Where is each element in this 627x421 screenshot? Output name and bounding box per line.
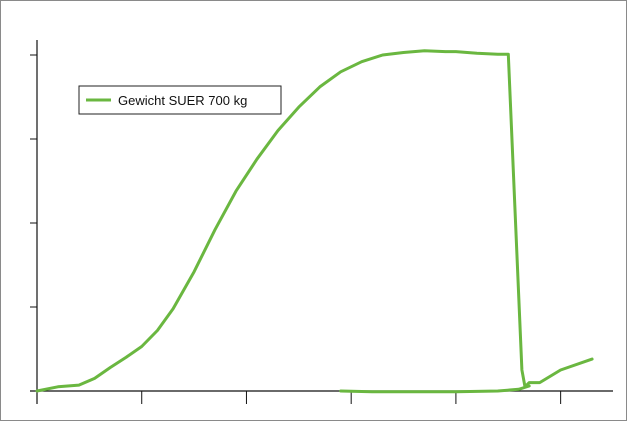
chart-series-lines (35, 49, 594, 394)
legend-label-gewicht: Gewicht SUER 700 kg (118, 93, 247, 108)
legend-box (78, 85, 282, 115)
series-line-0 (35, 49, 594, 393)
legend: Gewicht SUER 700 kg (78, 85, 282, 115)
series-line-1 (339, 384, 531, 394)
